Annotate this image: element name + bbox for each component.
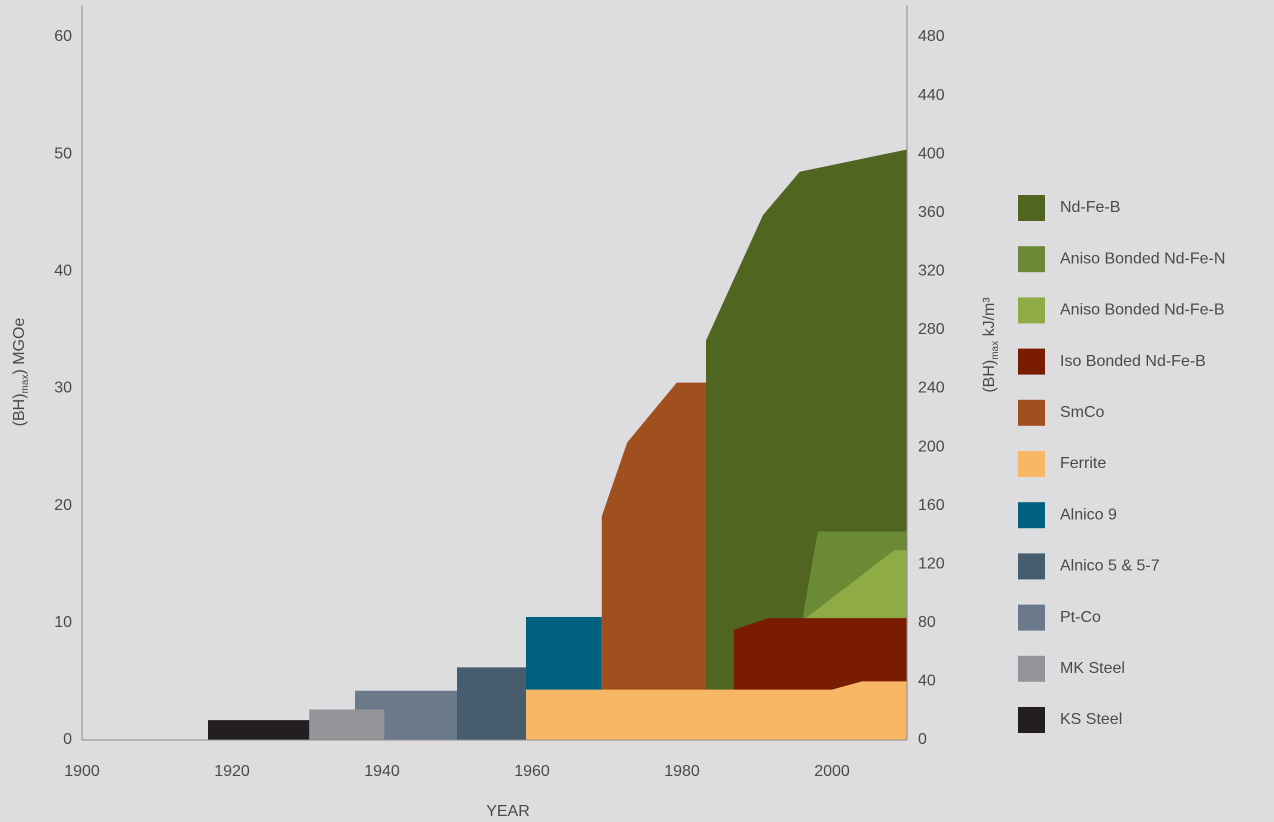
legend-swatch <box>1018 655 1045 682</box>
legend-swatch <box>1018 502 1045 529</box>
legend-label: Alnico 5 & 5-7 <box>1060 558 1160 575</box>
y2-tick-label: 120 <box>918 555 945 572</box>
y2-label-main: (BH) <box>981 360 998 393</box>
plot-area <box>208 149 907 741</box>
legend-label: Iso Bonded Nd-Fe-B <box>1060 353 1206 370</box>
y2-label-sub: max <box>990 341 1001 360</box>
y-axis-label: (BH)max) MGOe <box>11 318 31 427</box>
y-tick-label: 40 <box>54 263 72 280</box>
y-tick-label: 0 <box>63 731 72 748</box>
x-tick-label: 1900 <box>64 763 100 780</box>
legend-swatch <box>1018 553 1045 580</box>
x-tick-label: 1960 <box>514 763 550 780</box>
y-tick-label: 10 <box>54 614 72 631</box>
legend-label: Nd-Fe-B <box>1060 199 1120 216</box>
x-tick-label: 1940 <box>364 763 400 780</box>
x-axis-label: YEAR <box>486 803 530 820</box>
y2-tick-label: 40 <box>918 673 936 690</box>
y2-tick-label: 160 <box>918 497 945 514</box>
legend-label: KS Steel <box>1060 711 1122 728</box>
y2-tick-label: 240 <box>918 380 945 397</box>
y-label-rest: ) MGOe <box>11 318 28 375</box>
legend-swatch <box>1018 604 1045 631</box>
y-tick-label: 20 <box>54 497 72 514</box>
legend-label: Aniso Bonded Nd-Fe-N <box>1060 250 1225 267</box>
legend-swatch <box>1018 297 1045 324</box>
legend-swatch <box>1018 707 1045 733</box>
legend-label: Alnico 9 <box>1060 506 1117 523</box>
legend-label: Pt-Co <box>1060 609 1101 626</box>
legend-swatch <box>1018 399 1045 426</box>
legend-swatch <box>1018 348 1045 375</box>
y2-tick-label: 400 <box>918 145 945 162</box>
area <box>526 616 602 690</box>
y2-tick-label: 200 <box>918 438 945 455</box>
y-tick-label: 50 <box>54 145 72 162</box>
y2-tick-label: 0 <box>918 731 927 748</box>
x-tick-label: 2000 <box>814 763 850 780</box>
legend-label: MK Steel <box>1060 660 1125 677</box>
y2-tick-label: 480 <box>918 28 945 45</box>
area <box>526 681 907 740</box>
legend-swatch <box>1018 246 1045 273</box>
legend-swatch <box>1018 451 1045 477</box>
area <box>309 709 385 740</box>
x-tick-label: 1920 <box>214 763 250 780</box>
y2-tick-label: 320 <box>918 263 945 280</box>
legend-label: SmCo <box>1060 404 1105 421</box>
legend-swatch <box>1018 195 1045 221</box>
y2-tick-label: 440 <box>918 87 945 104</box>
x-tick-label: 1980 <box>664 763 700 780</box>
y-tick-label: 60 <box>54 28 72 45</box>
y2-label-rest: kJ/m³ <box>981 297 998 341</box>
y2-tick-label: 80 <box>918 614 936 631</box>
y-tick-label: 30 <box>54 380 72 397</box>
legend-label: Ferrite <box>1060 455 1106 472</box>
y-label-sub: max <box>20 375 31 394</box>
y2-axis-label: (BH)max kJ/m³ <box>981 297 1001 393</box>
y-label-main: (BH) <box>11 393 28 426</box>
area <box>208 720 310 740</box>
legend-label: Aniso Bonded Nd-Fe-B <box>1060 302 1225 319</box>
y2-tick-label: 360 <box>918 204 945 221</box>
area <box>601 382 706 740</box>
y2-tick-label: 280 <box>918 321 945 338</box>
